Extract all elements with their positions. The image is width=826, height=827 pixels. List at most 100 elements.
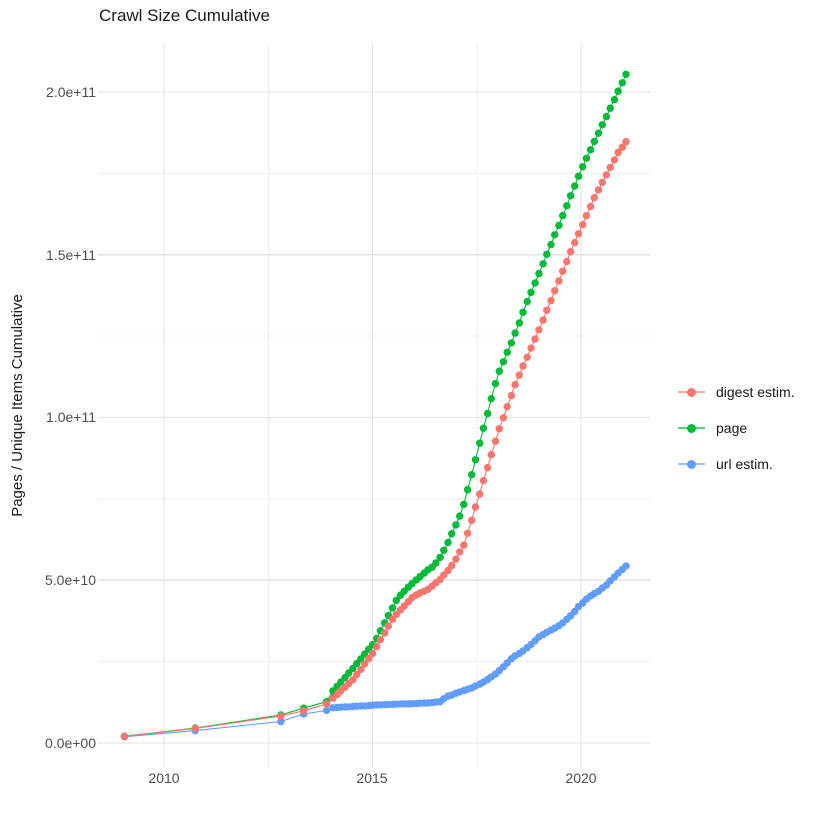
data-point (594, 186, 603, 194)
data-point (468, 471, 476, 479)
data-point (622, 562, 630, 570)
data-point (452, 521, 460, 529)
data-point (602, 171, 611, 179)
data-point (483, 409, 492, 418)
data-point (539, 316, 547, 324)
data-point (360, 660, 369, 668)
data-point (610, 156, 619, 164)
data-point (586, 202, 595, 211)
data-point (602, 112, 611, 121)
series-url-estim (120, 562, 630, 741)
data-point (444, 538, 452, 547)
data-point (543, 306, 551, 314)
data-point (487, 450, 495, 459)
data-point (606, 104, 614, 112)
data-point (563, 202, 571, 210)
data-point (598, 121, 606, 129)
data-point (551, 231, 559, 239)
data-point (503, 348, 511, 356)
y-tick-label: 5.0e+10 (45, 572, 96, 588)
data-point (579, 163, 587, 171)
data-point (527, 288, 535, 297)
data-point (432, 559, 440, 567)
data-point (495, 425, 503, 433)
data-point (555, 277, 563, 285)
y-tick-label: 0.0e+00 (45, 735, 96, 751)
data-point (566, 248, 575, 256)
data-point (614, 148, 622, 157)
data-point (322, 700, 331, 708)
data-point (511, 329, 519, 337)
data-point (519, 308, 527, 316)
data-point (579, 221, 587, 229)
data-point (120, 732, 129, 741)
data-point (376, 636, 385, 644)
data-point (551, 287, 559, 295)
data-point (543, 250, 551, 258)
data-point (349, 676, 357, 684)
legend-item-digest-estim: digest estim. (678, 374, 795, 410)
data-point (582, 154, 591, 162)
data-point (606, 163, 614, 172)
data-point (448, 561, 456, 570)
data-point (499, 414, 508, 422)
data-point (476, 490, 484, 498)
data-point (507, 391, 516, 400)
data-point (574, 172, 583, 180)
data-point (571, 238, 579, 247)
chart-title: Crawl Size Cumulative (99, 6, 270, 25)
data-point (582, 211, 591, 220)
data-point (511, 380, 519, 389)
data-point (515, 319, 523, 327)
data-point (365, 655, 373, 663)
data-point (392, 596, 400, 605)
data-point (515, 371, 523, 379)
data-point (574, 230, 583, 238)
data-point (388, 604, 397, 612)
data-point (523, 297, 531, 306)
data-point (559, 267, 567, 275)
data-point (476, 439, 484, 447)
data-point (468, 516, 476, 524)
data-point (547, 240, 555, 249)
data-point (531, 335, 539, 343)
data-point (594, 129, 603, 137)
data-point (527, 344, 535, 352)
legend-key-url-icon (678, 459, 705, 469)
data-point (300, 707, 308, 715)
data-point (471, 503, 480, 511)
data-point (523, 353, 531, 361)
y-tick-label: 1.5e+11 (46, 247, 96, 263)
data-point (539, 260, 547, 268)
data-point (535, 326, 543, 334)
data-point (559, 211, 567, 220)
data-point (555, 221, 563, 230)
y-axis-title: Pages / Unique Items Cumulative (8, 294, 26, 517)
data-point (357, 665, 365, 674)
data-point (479, 424, 488, 432)
data-point (614, 87, 622, 95)
y-tick-label: 1.0e+11 (46, 409, 96, 425)
data-point (618, 79, 626, 87)
data-point (463, 486, 472, 494)
data-point (499, 358, 508, 366)
data-point (610, 96, 619, 104)
data-point (456, 548, 464, 556)
data-point (373, 642, 381, 651)
data-point (507, 339, 516, 347)
legend-label: digest estim. (716, 384, 795, 400)
legend-key-page-icon (678, 423, 705, 433)
data-point (322, 706, 331, 715)
data-point (535, 269, 543, 278)
data-point (622, 138, 630, 146)
legend-label: url estim. (716, 456, 773, 472)
data-point (487, 394, 495, 403)
data-point (440, 546, 448, 554)
series-digest-estim (120, 138, 630, 741)
data-point (191, 724, 199, 733)
data-point (598, 178, 606, 187)
data-point (448, 530, 456, 538)
data-point (531, 279, 539, 287)
data-point (384, 622, 392, 630)
